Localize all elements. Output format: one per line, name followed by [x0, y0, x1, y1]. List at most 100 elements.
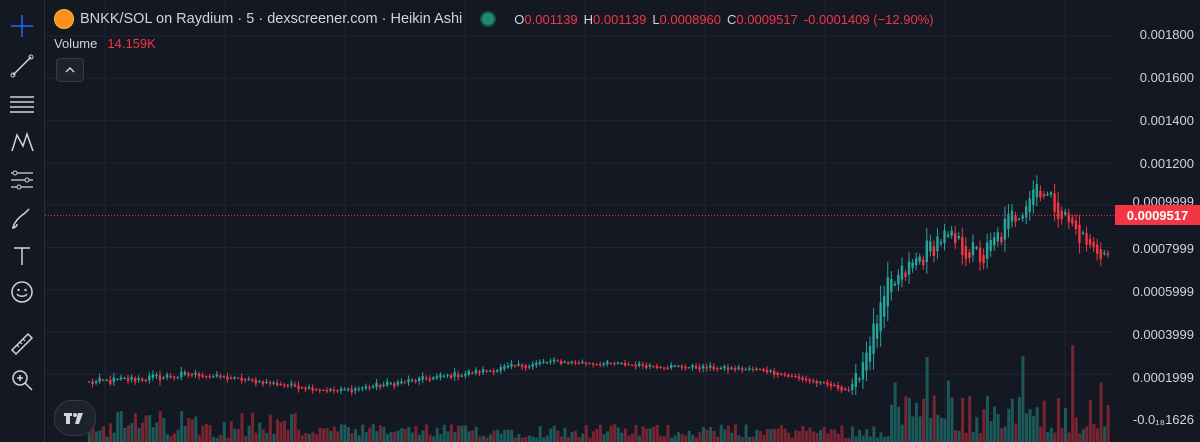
candle-body: [311, 387, 314, 391]
candle-body: [535, 362, 538, 366]
candle-body: [343, 389, 346, 391]
fib-retracement-tool[interactable]: [0, 84, 44, 124]
volume-bar: [233, 428, 237, 442]
volume-bar: [769, 429, 773, 442]
volume-bar: [623, 428, 627, 442]
candle-body: [751, 368, 755, 370]
volume-bar: [275, 419, 279, 442]
volume-bar: [840, 425, 844, 442]
candle-body: [879, 302, 882, 332]
brush-tool[interactable]: [0, 198, 44, 238]
volume-bar: [751, 436, 755, 442]
candle-body: [318, 389, 321, 391]
volume-bar: [364, 432, 368, 442]
candle-body: [709, 365, 712, 368]
volume-bar: [659, 435, 663, 442]
volume-bar: [265, 432, 269, 442]
candle-body: [797, 376, 801, 379]
volume-bar: [591, 431, 595, 442]
text-tool[interactable]: [0, 236, 44, 276]
volume-bar: [865, 429, 869, 442]
low-value: 0.0008960: [659, 11, 721, 27]
candle-body: [442, 375, 446, 378]
volume-bar: [954, 430, 957, 442]
candle-body: [155, 374, 158, 377]
candle-body: [435, 376, 439, 379]
volume-label[interactable]: Volume: [54, 36, 98, 51]
volume-bar: [1085, 426, 1089, 442]
candle-body: [900, 265, 904, 280]
candle-body: [673, 365, 676, 367]
projection-tool[interactable]: [0, 160, 44, 200]
candle-body: [716, 368, 719, 370]
volume-bar: [719, 424, 723, 442]
volume-bar: [914, 402, 918, 442]
candle-body: [819, 381, 822, 383]
candlestick-chart[interactable]: [45, 0, 1115, 442]
candle-body: [130, 376, 133, 380]
candle-body: [386, 381, 389, 386]
candle-body: [332, 389, 336, 391]
candle-body: [116, 378, 119, 380]
volume-bar: [875, 437, 879, 442]
candle-body: [119, 377, 123, 380]
candle-body: [723, 366, 726, 369]
candle-body: [1000, 236, 1003, 243]
trend-line-tool[interactable]: [0, 46, 44, 86]
volume-bar: [368, 427, 372, 442]
volume-bar: [851, 426, 855, 442]
candle-body: [737, 367, 740, 369]
volume-bar: [212, 436, 216, 442]
candle-body: [886, 277, 889, 307]
pattern-icon: [11, 131, 34, 152]
candle-body: [1088, 238, 1092, 246]
volume-bar: [843, 437, 847, 442]
volume-bar: [765, 429, 769, 442]
ruler-tool[interactable]: [0, 324, 44, 364]
volume-bar: [691, 434, 695, 442]
crosshair-tool[interactable]: [0, 6, 44, 46]
volume-bar: [474, 426, 478, 442]
volume-bar: [141, 422, 145, 442]
candle-body: [236, 377, 240, 379]
candle-body: [662, 367, 666, 369]
volume-bar: [464, 425, 468, 442]
volume-bar: [1092, 424, 1096, 442]
candle-body: [329, 388, 332, 391]
candle-body: [741, 368, 744, 371]
candle-body: [354, 388, 357, 391]
candle-body: [755, 368, 758, 370]
candle-body: [173, 376, 176, 378]
symbol-title[interactable]: BNKK/SOL on Raydium · 5 · dexscreener.co…: [80, 11, 463, 27]
volume-bar: [907, 398, 911, 442]
market-status-dot: [480, 11, 497, 27]
price-axis[interactable]: 0.001800 0.001600 0.001400 0.001200 0.00…: [1115, 0, 1200, 442]
candle-body: [364, 386, 368, 389]
candle-body: [201, 375, 204, 377]
volume-bar: [641, 426, 645, 442]
volume-bar: [780, 425, 784, 442]
volume-bar: [130, 423, 134, 442]
volume-bar: [922, 398, 926, 442]
volume-bar: [638, 435, 642, 442]
candle-body: [1053, 193, 1056, 212]
candle-body: [162, 377, 165, 379]
candle-body: [432, 377, 435, 380]
tradingview-logo[interactable]: [54, 400, 96, 436]
candle-body: [275, 382, 279, 386]
volume-bar: [733, 424, 737, 442]
volume-bar: [861, 435, 865, 442]
candle-body: [552, 359, 556, 362]
volume-bar: [91, 419, 95, 442]
candle-body: [851, 383, 854, 391]
volume-bar: [847, 437, 851, 442]
volume-bar: [453, 432, 457, 442]
zoom-in-tool[interactable]: [0, 360, 44, 400]
collapse-legend-button[interactable]: [56, 58, 84, 82]
volume-bar: [300, 435, 304, 442]
pattern-tool[interactable]: [0, 122, 44, 162]
volume-value: 14.159K: [107, 36, 156, 51]
volume-bar: [201, 425, 205, 442]
fib-retracement-icon: [10, 96, 34, 113]
emoji-tool[interactable]: [0, 272, 44, 312]
